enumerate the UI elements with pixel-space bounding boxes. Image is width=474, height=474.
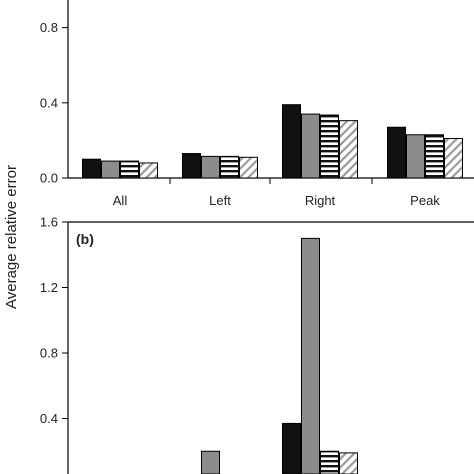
bar xyxy=(425,134,444,179)
bar xyxy=(139,162,158,179)
bar xyxy=(282,104,301,179)
bar xyxy=(220,155,239,179)
panel-label: (b) xyxy=(76,231,94,247)
bar xyxy=(101,160,120,179)
bar xyxy=(301,113,320,179)
bar xyxy=(201,155,220,179)
bar xyxy=(406,134,425,179)
bar xyxy=(239,156,258,179)
panel-1: 0.0 0.4 0.8 All Left Right Peak xyxy=(40,0,474,208)
panel-2: 0.4 0.8 1.2 1.6 (b) xyxy=(40,215,474,474)
bar xyxy=(339,120,358,179)
bar xyxy=(282,422,301,474)
bar xyxy=(320,450,339,474)
y-tick-label: 1.2 xyxy=(40,280,58,295)
y-tick-label: 0.8 xyxy=(40,20,58,35)
x-tick-label: Left xyxy=(209,193,231,208)
x-tick-label: Right xyxy=(305,193,336,208)
bar xyxy=(120,160,139,179)
y-tick-label: 0.0 xyxy=(40,171,58,186)
bar xyxy=(182,153,201,179)
y-tick-label: 0.8 xyxy=(40,346,58,361)
y-axis-label: Average relative error xyxy=(3,165,20,309)
bar xyxy=(320,114,339,179)
bar xyxy=(339,452,358,474)
y-tick-label: 0.4 xyxy=(40,411,58,426)
y-tick-label: 0.4 xyxy=(40,95,58,110)
x-tick-label: Peak xyxy=(410,193,440,208)
y-tick-label: 1.6 xyxy=(40,215,58,230)
bar xyxy=(301,237,320,474)
bar xyxy=(387,126,406,179)
bar xyxy=(444,138,463,179)
x-tick-label: All xyxy=(113,193,128,208)
bar xyxy=(82,158,101,179)
bar xyxy=(201,450,220,474)
